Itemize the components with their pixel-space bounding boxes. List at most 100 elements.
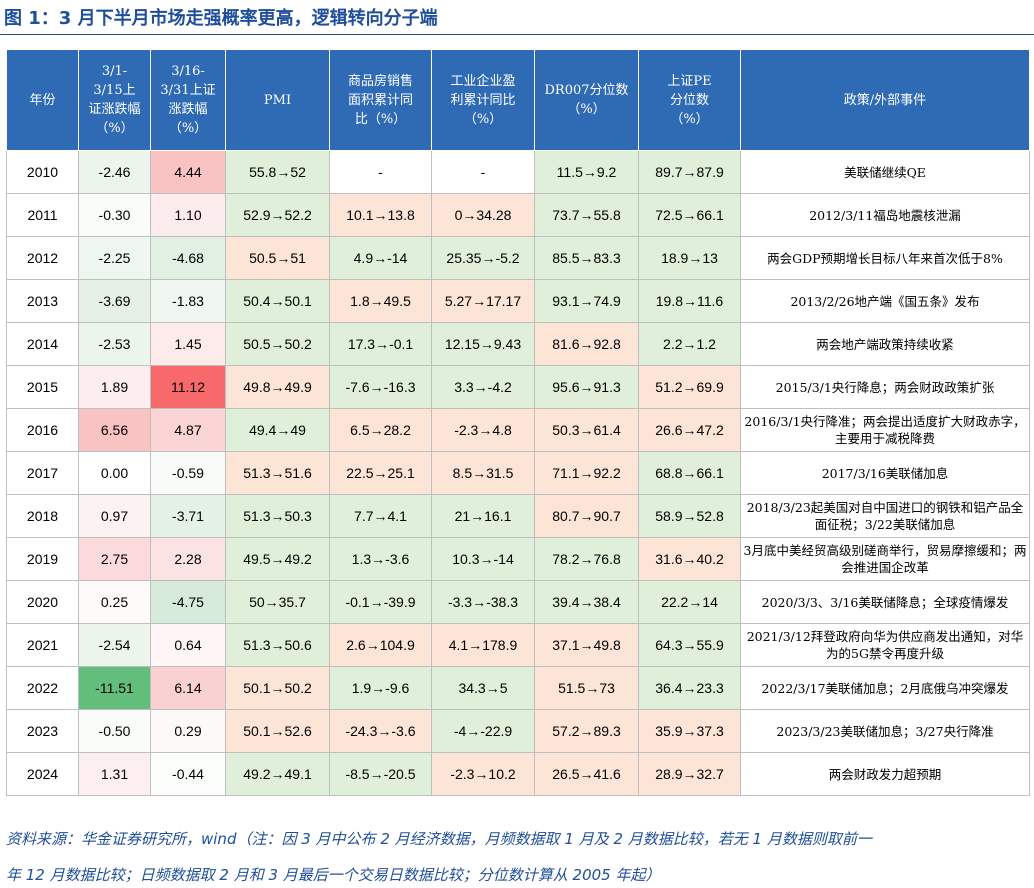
cell-pmi: 51.3→50.3 <box>225 494 330 538</box>
cell-policy-event: 2015/3/1央行降息；两会财政政策扩张 <box>740 365 1030 409</box>
cell-early-march-change: 0.00 <box>78 451 151 495</box>
cell-housing-sales: -7.6→-16.3 <box>329 365 432 409</box>
cell-pmi: 51.3→51.6 <box>225 451 330 495</box>
cell-early-march-change: -2.54 <box>78 623 151 667</box>
table-row: 2019 2.75 2.28 49.5→49.2 1.3→-3.6 10.3→-14 78.… <box>6 537 1030 581</box>
cell-pmi: 55.8→52 <box>225 150 330 194</box>
cell-dr007: 95.6→91.3 <box>534 365 639 409</box>
table-row: 2021 -2.54 0.64 51.3→50.6 2.6→104.9 4.1→178.9… <box>6 623 1030 667</box>
cell-policy-event: 两会GDP预期增长目标八年来首次低于8% <box>740 236 1030 280</box>
cell-dr007: 51.5→73 <box>534 666 639 710</box>
cell-housing-sales: 7.7→4.1 <box>329 494 432 538</box>
cell-housing-sales: -24.3→-3.6 <box>329 709 432 753</box>
cell-industrial-profit: 8.5→31.5 <box>431 451 535 495</box>
cell-late-march-change: -4.75 <box>150 580 226 624</box>
cell-dr007: 11.5→9.2 <box>534 150 639 194</box>
cell-year: 2014 <box>6 322 79 366</box>
cell-pe: 22.2→14 <box>638 580 741 624</box>
table-row: 2012 -2.25 -4.68 50.5→51 4.9→-14 25.35→-5.2 85… <box>6 236 1030 280</box>
cell-year: 2020 <box>6 580 79 624</box>
table-row: 2013 -3.69 -1.83 50.4→50.1 1.8→49.5 5.27→17.1… <box>6 279 1030 323</box>
cell-late-march-change: -1.83 <box>150 279 226 323</box>
cell-housing-sales: 4.9→-14 <box>329 236 432 280</box>
cell-pe: 89.7→87.9 <box>638 150 741 194</box>
cell-pmi: 50.5→51 <box>225 236 330 280</box>
cell-late-march-change: 6.14 <box>150 666 226 710</box>
cell-early-march-change: -2.53 <box>78 322 151 366</box>
table-row: 2017 0.00 -0.59 51.3→51.6 22.5→25.1 8.5→31.5 7… <box>6 451 1030 495</box>
cell-dr007: 71.1→92.2 <box>534 451 639 495</box>
cell-policy-event: 2021/3/12拜登政府向华为供应商发出通知，对华为的5G禁令再度升级 <box>740 623 1030 667</box>
cell-policy-event: 2018/3/23起美国对自中国进口的钢铁和铝产品全面征税；3/22美联储加息 <box>740 494 1030 538</box>
cell-year: 2023 <box>6 709 79 753</box>
cell-dr007: 93.1→74.9 <box>534 279 639 323</box>
cell-industrial-profit: -2.3→4.8 <box>431 408 535 452</box>
table-row: 2010 -2.46 4.44 55.8→52- -11.5→9.2 89.7→87.9 美… <box>6 150 1030 194</box>
cell-dr007: 73.7→55.8 <box>534 193 639 237</box>
header-pmi: PMI <box>225 49 330 151</box>
cell-pe: 18.9→13 <box>638 236 741 280</box>
cell-policy-event: 2023/3/23美联储加息；3/27央行降准 <box>740 709 1030 753</box>
cell-year: 2010 <box>6 150 79 194</box>
cell-housing-sales: -0.1→-39.9 <box>329 580 432 624</box>
cell-pmi: 50.1→50.2 <box>225 666 330 710</box>
cell-year: 2011 <box>6 193 79 237</box>
cell-industrial-profit: - <box>431 150 535 194</box>
cell-early-march-change: -3.69 <box>78 279 151 323</box>
cell-late-march-change: 0.64 <box>150 623 226 667</box>
cell-housing-sales: -8.5→-20.5 <box>329 752 432 796</box>
cell-pe: 36.4→23.3 <box>638 666 741 710</box>
cell-pmi: 49.2→49.1 <box>225 752 330 796</box>
table-row: 2018 0.97 -3.71 51.3→50.3 7.7→4.1 21→16.1 80.7… <box>6 494 1030 538</box>
cell-housing-sales: 22.5→25.1 <box>329 451 432 495</box>
cell-late-march-change: 4.44 <box>150 150 226 194</box>
cell-dr007: 81.6→92.8 <box>534 322 639 366</box>
cell-late-march-change: 1.45 <box>150 322 226 366</box>
cell-late-march-change: -4.68 <box>150 236 226 280</box>
cell-early-march-change: -0.30 <box>78 193 151 237</box>
title-divider <box>0 34 1034 35</box>
cell-pmi: 50.4→50.1 <box>225 279 330 323</box>
cell-late-march-change: -3.71 <box>150 494 226 538</box>
cell-pe: 2.2→1.2 <box>638 322 741 366</box>
cell-pmi: 49.8→49.9 <box>225 365 330 409</box>
cell-policy-event: 2020/3/3、3/16美联储降息；全球疫情爆发 <box>740 580 1030 624</box>
header-housing-sales: 商品房销售 面积累计同 比（%） <box>329 49 432 151</box>
header-pe: 上证PE 分位数 （%） <box>638 49 741 151</box>
cell-policy-event: 2016/3/1央行降准；两会提出适度扩大财政赤字，主要用于减税降费 <box>740 408 1030 452</box>
cell-year: 2017 <box>6 451 79 495</box>
cell-late-march-change: 11.12 <box>150 365 226 409</box>
cell-dr007: 85.5→83.3 <box>534 236 639 280</box>
cell-early-march-change: 0.25 <box>78 580 151 624</box>
cell-housing-sales: 1.8→49.5 <box>329 279 432 323</box>
cell-housing-sales: - <box>329 150 432 194</box>
cell-housing-sales: 10.1→13.8 <box>329 193 432 237</box>
cell-dr007: 37.1→49.8 <box>534 623 639 667</box>
cell-pe: 19.8→11.6 <box>638 279 741 323</box>
cell-industrial-profit: 10.3→-14 <box>431 537 535 581</box>
cell-housing-sales: 1.3→-3.6 <box>329 537 432 581</box>
cell-industrial-profit: 12.15→9.43 <box>431 322 535 366</box>
cell-early-march-change: -2.25 <box>78 236 151 280</box>
cell-year: 2016 <box>6 408 79 452</box>
cell-housing-sales: 6.5→28.2 <box>329 408 432 452</box>
cell-pmi: 51.3→50.6 <box>225 623 330 667</box>
cell-industrial-profit: 3.3→-4.2 <box>431 365 535 409</box>
cell-pe: 58.9→52.8 <box>638 494 741 538</box>
cell-industrial-profit: -4→-22.9 <box>431 709 535 753</box>
cell-policy-event: 两会财政发力超预期 <box>740 752 1030 796</box>
cell-industrial-profit: 34.3→5 <box>431 666 535 710</box>
table-row: 2015 1.89 11.12 49.8→49.9 -7.6→-16.3 3.3→-4.2… <box>6 365 1030 409</box>
cell-housing-sales: 1.9→-9.6 <box>329 666 432 710</box>
cell-early-march-change: -11.51 <box>78 666 151 710</box>
cell-year: 2022 <box>6 666 79 710</box>
cell-dr007: 26.5→41.6 <box>534 752 639 796</box>
cell-year: 2012 <box>6 236 79 280</box>
table-row: 2020 0.25 -4.75 50→35.7 -0.1→-39.9 -3.3→-38.3… <box>6 580 1030 624</box>
cell-year: 2021 <box>6 623 79 667</box>
table-row: 2024 1.31 -0.44 49.2→49.1 -8.5→-20.5 -2.3→10.… <box>6 752 1030 796</box>
cell-late-march-change: 4.87 <box>150 408 226 452</box>
cell-dr007: 50.3→61.4 <box>534 408 639 452</box>
cell-industrial-profit: 5.27→17.17 <box>431 279 535 323</box>
table-row: 2023 -0.50 0.29 50.1→52.6 -24.3→-3.6 -4→-22.9… <box>6 709 1030 753</box>
